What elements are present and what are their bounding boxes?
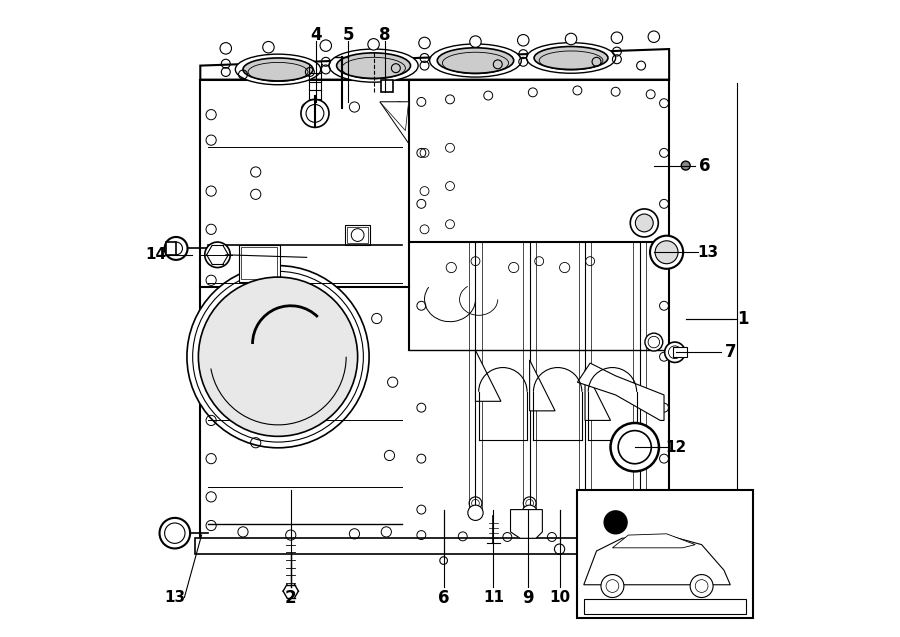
Circle shape — [610, 423, 659, 471]
Text: 12: 12 — [665, 440, 687, 455]
Circle shape — [632, 505, 647, 520]
Bar — [382, 80, 392, 92]
Circle shape — [320, 40, 331, 52]
Circle shape — [681, 161, 690, 170]
Circle shape — [198, 277, 357, 436]
Circle shape — [468, 505, 483, 520]
Text: 6: 6 — [699, 157, 711, 175]
Circle shape — [655, 241, 678, 264]
Circle shape — [630, 209, 658, 237]
Polygon shape — [578, 363, 664, 420]
Ellipse shape — [329, 49, 418, 82]
Circle shape — [301, 99, 329, 127]
Polygon shape — [529, 360, 555, 411]
Circle shape — [220, 43, 231, 54]
Text: 8: 8 — [379, 26, 391, 44]
Bar — [241, 247, 277, 279]
Circle shape — [635, 214, 653, 232]
Ellipse shape — [437, 48, 514, 73]
Ellipse shape — [243, 58, 313, 81]
Polygon shape — [380, 102, 409, 131]
Text: 5: 5 — [342, 26, 354, 44]
Circle shape — [159, 518, 190, 548]
Polygon shape — [585, 369, 610, 420]
Polygon shape — [201, 49, 669, 80]
Bar — [238, 245, 280, 282]
Text: 9: 9 — [522, 589, 534, 606]
Circle shape — [518, 34, 529, 46]
Circle shape — [165, 237, 187, 260]
Circle shape — [604, 511, 627, 534]
Ellipse shape — [235, 54, 320, 85]
Bar — [166, 242, 176, 255]
Bar — [195, 538, 674, 554]
Bar — [345, 225, 371, 245]
Text: 00040382: 00040382 — [637, 601, 693, 612]
Ellipse shape — [534, 47, 608, 69]
Ellipse shape — [429, 44, 521, 77]
Text: 3: 3 — [207, 246, 219, 264]
Circle shape — [650, 236, 683, 269]
Ellipse shape — [337, 53, 410, 78]
Circle shape — [418, 37, 430, 48]
Polygon shape — [510, 510, 543, 538]
Bar — [578, 490, 752, 618]
Circle shape — [611, 32, 623, 43]
Circle shape — [470, 36, 482, 47]
Text: 2: 2 — [285, 589, 297, 606]
Polygon shape — [475, 350, 501, 401]
Circle shape — [205, 242, 230, 268]
Circle shape — [263, 41, 274, 53]
Text: 7: 7 — [724, 343, 736, 361]
Bar — [347, 227, 368, 243]
Text: 11: 11 — [482, 590, 504, 605]
Circle shape — [665, 342, 685, 362]
Text: 1: 1 — [737, 310, 749, 327]
Text: 10: 10 — [549, 590, 570, 605]
Polygon shape — [612, 534, 695, 548]
Circle shape — [565, 33, 577, 45]
Bar — [201, 80, 669, 543]
Bar — [673, 347, 687, 357]
Circle shape — [522, 505, 537, 520]
Circle shape — [645, 333, 662, 351]
Ellipse shape — [526, 43, 616, 73]
Circle shape — [578, 505, 593, 520]
Circle shape — [601, 575, 624, 598]
Circle shape — [187, 266, 369, 448]
Text: 4: 4 — [310, 26, 322, 44]
Circle shape — [368, 39, 379, 50]
Text: 6: 6 — [438, 589, 449, 606]
Text: 13: 13 — [165, 590, 185, 605]
Polygon shape — [584, 535, 730, 585]
Bar — [584, 599, 746, 614]
Circle shape — [648, 31, 660, 43]
Circle shape — [690, 575, 713, 598]
Text: 14: 14 — [145, 247, 166, 262]
Text: 13: 13 — [698, 245, 718, 260]
